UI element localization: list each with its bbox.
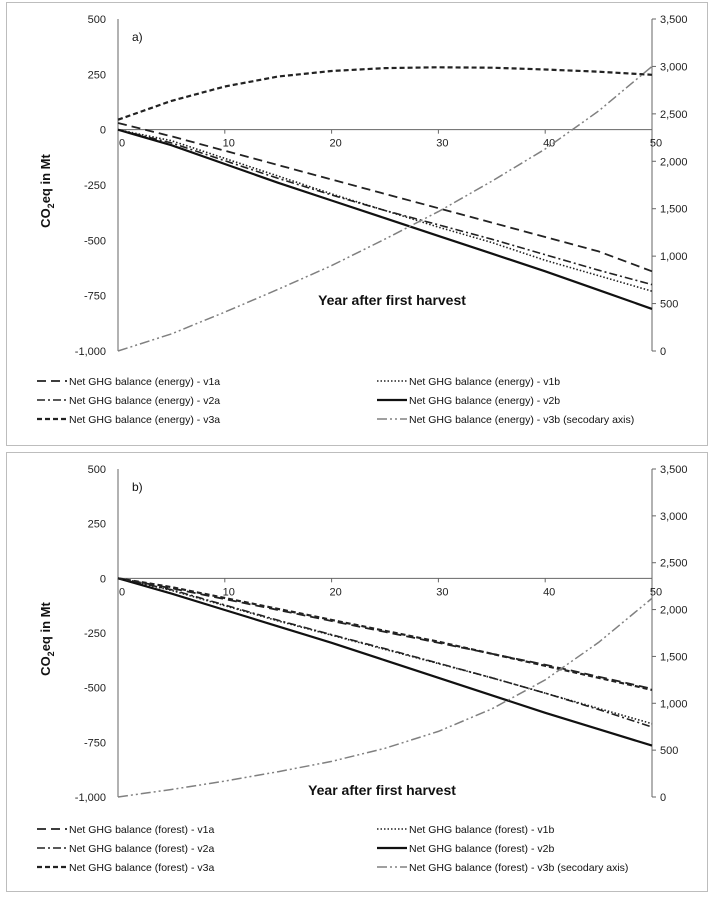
x-tick-label: 30 [436, 586, 448, 598]
legend-entry: Net GHG balance (forest) - v3a [69, 862, 214, 874]
chart-a: 5002500-250-500-750-1,0003,5003,0002,500… [37, 14, 688, 426]
y2-tick-label: 500 [660, 299, 678, 311]
x-tick-label: 20 [329, 586, 341, 598]
series-line-dash-dot [117, 577, 653, 728]
y2-tick-label: 2,000 [660, 156, 688, 168]
x-tick-label: 40 [543, 586, 555, 598]
y-tick-label: -250 [84, 180, 106, 192]
legend-entry: Net GHG balance (energy) - v2a [69, 395, 220, 407]
y-axis-label-part: CO [38, 208, 53, 228]
legend-entry: Net GHG balance (forest) - v1a [69, 824, 214, 836]
series-line-dash-dot [117, 128, 653, 286]
x-tick-label: 40 [543, 138, 555, 150]
y-tick-label: 250 [88, 519, 106, 531]
x-tick-label: 30 [436, 138, 448, 150]
x-axis-label: Year after first harvest [318, 292, 466, 308]
legend-entry: Net GHG balance (forest) - v1b [409, 824, 554, 836]
y-tick-label: -750 [84, 737, 106, 749]
y-tick-label: -500 [84, 235, 106, 247]
y2-tick-label: 2,500 [660, 558, 688, 570]
legend-entry: Net GHG balance (forest) - v2b [409, 843, 554, 855]
series-line-short-dash [117, 577, 653, 691]
x-tick-label: 10 [223, 138, 235, 150]
y-tick-label: 250 [88, 69, 106, 81]
y-tick-label: -750 [84, 291, 106, 303]
chart-b: 5002500-250-500-750-1,0003,5003,0002,500… [37, 464, 688, 874]
chart-panel-a: 500 250 0 -250 -500 -750 -1,000 3,500 3,000 2,500… [6, 2, 708, 446]
series-line-solid [117, 128, 653, 310]
series-line-solid [117, 577, 653, 747]
x-tick-label: 20 [329, 138, 341, 150]
x-tick-label: 50 [650, 586, 662, 598]
y-axis-label-part: eq in Mt [38, 154, 53, 204]
y2-tick-label: 1,500 [660, 204, 688, 216]
y2-tick-label: 0 [660, 346, 666, 358]
y2-tick-label: 500 [660, 745, 678, 757]
y2-tick-label: 2,500 [660, 109, 688, 121]
x-axis-label: Year after first harvest [308, 782, 456, 798]
legend-entry: Net GHG balance (energy) - v1a [69, 376, 220, 388]
y2-tick-label: 1,500 [660, 651, 688, 663]
y-tick-label: -1,000 [75, 346, 106, 358]
x-tick-label: 0 [119, 138, 125, 150]
legend-entry: Net GHG balance (forest) - v2a [69, 843, 214, 855]
series-line-long-dash [117, 122, 653, 273]
y2-tick-label: 2,000 [660, 605, 688, 617]
series-line-dotted [117, 128, 653, 292]
legend-entry: Net GHG balance (forest) - v3b (secodary… [409, 862, 628, 874]
series-line-long-dash [117, 577, 653, 690]
y-tick-label: -250 [84, 628, 106, 640]
y-tick-label: -1,000 [75, 792, 106, 804]
panel-label: b) [132, 480, 143, 494]
y-tick-label: 0 [100, 573, 106, 585]
x-tick-label: 10 [223, 586, 235, 598]
y-tick-label: 500 [88, 464, 106, 476]
y2-tick-label: 1,000 [660, 251, 688, 263]
y-axis-label-subscript: 2 [46, 203, 56, 208]
y2-tick-label: 3,500 [660, 464, 688, 476]
y-axis-label: CO2eq in Mt [38, 602, 56, 676]
y-tick-label: -500 [84, 683, 106, 695]
y-axis-label-part: CO [38, 656, 53, 676]
y2-tick-label: 3,500 [660, 14, 688, 26]
y2-tick-label: 3,000 [660, 61, 688, 73]
legend-entry: Net GHG balance (energy) - v3a [69, 414, 220, 426]
x-tick-label: 50 [650, 138, 662, 150]
legend-entry: Net GHG balance (energy) - v2b [409, 395, 560, 407]
legend-entry: Net GHG balance (energy) - v1b [409, 376, 560, 388]
y2-tick-label: 0 [660, 792, 666, 804]
series-line-dash-dot-gray [117, 597, 653, 798]
panel-label: a) [132, 30, 143, 44]
chart-panel-b: 500 250 0 -250 -500 -750 -1,000 3,500 3,000 2,500… [6, 452, 708, 892]
series-line-dash-dot-gray [117, 65, 653, 352]
y2-tick-label: 3,000 [660, 511, 688, 523]
series-line-short-dash [117, 66, 653, 121]
y-axis-label: CO2eq in Mt [38, 154, 56, 228]
x-tick-label: 0 [119, 586, 125, 598]
y2-tick-label: 1,000 [660, 698, 688, 710]
y-tick-label: 0 [100, 125, 106, 137]
y-tick-label: 500 [88, 14, 106, 26]
y-axis-label-part: eq in Mt [38, 602, 53, 652]
legend-entry: Net GHG balance (energy) - v3b (secodary… [409, 414, 634, 426]
y-axis-label-subscript: 2 [46, 651, 56, 656]
